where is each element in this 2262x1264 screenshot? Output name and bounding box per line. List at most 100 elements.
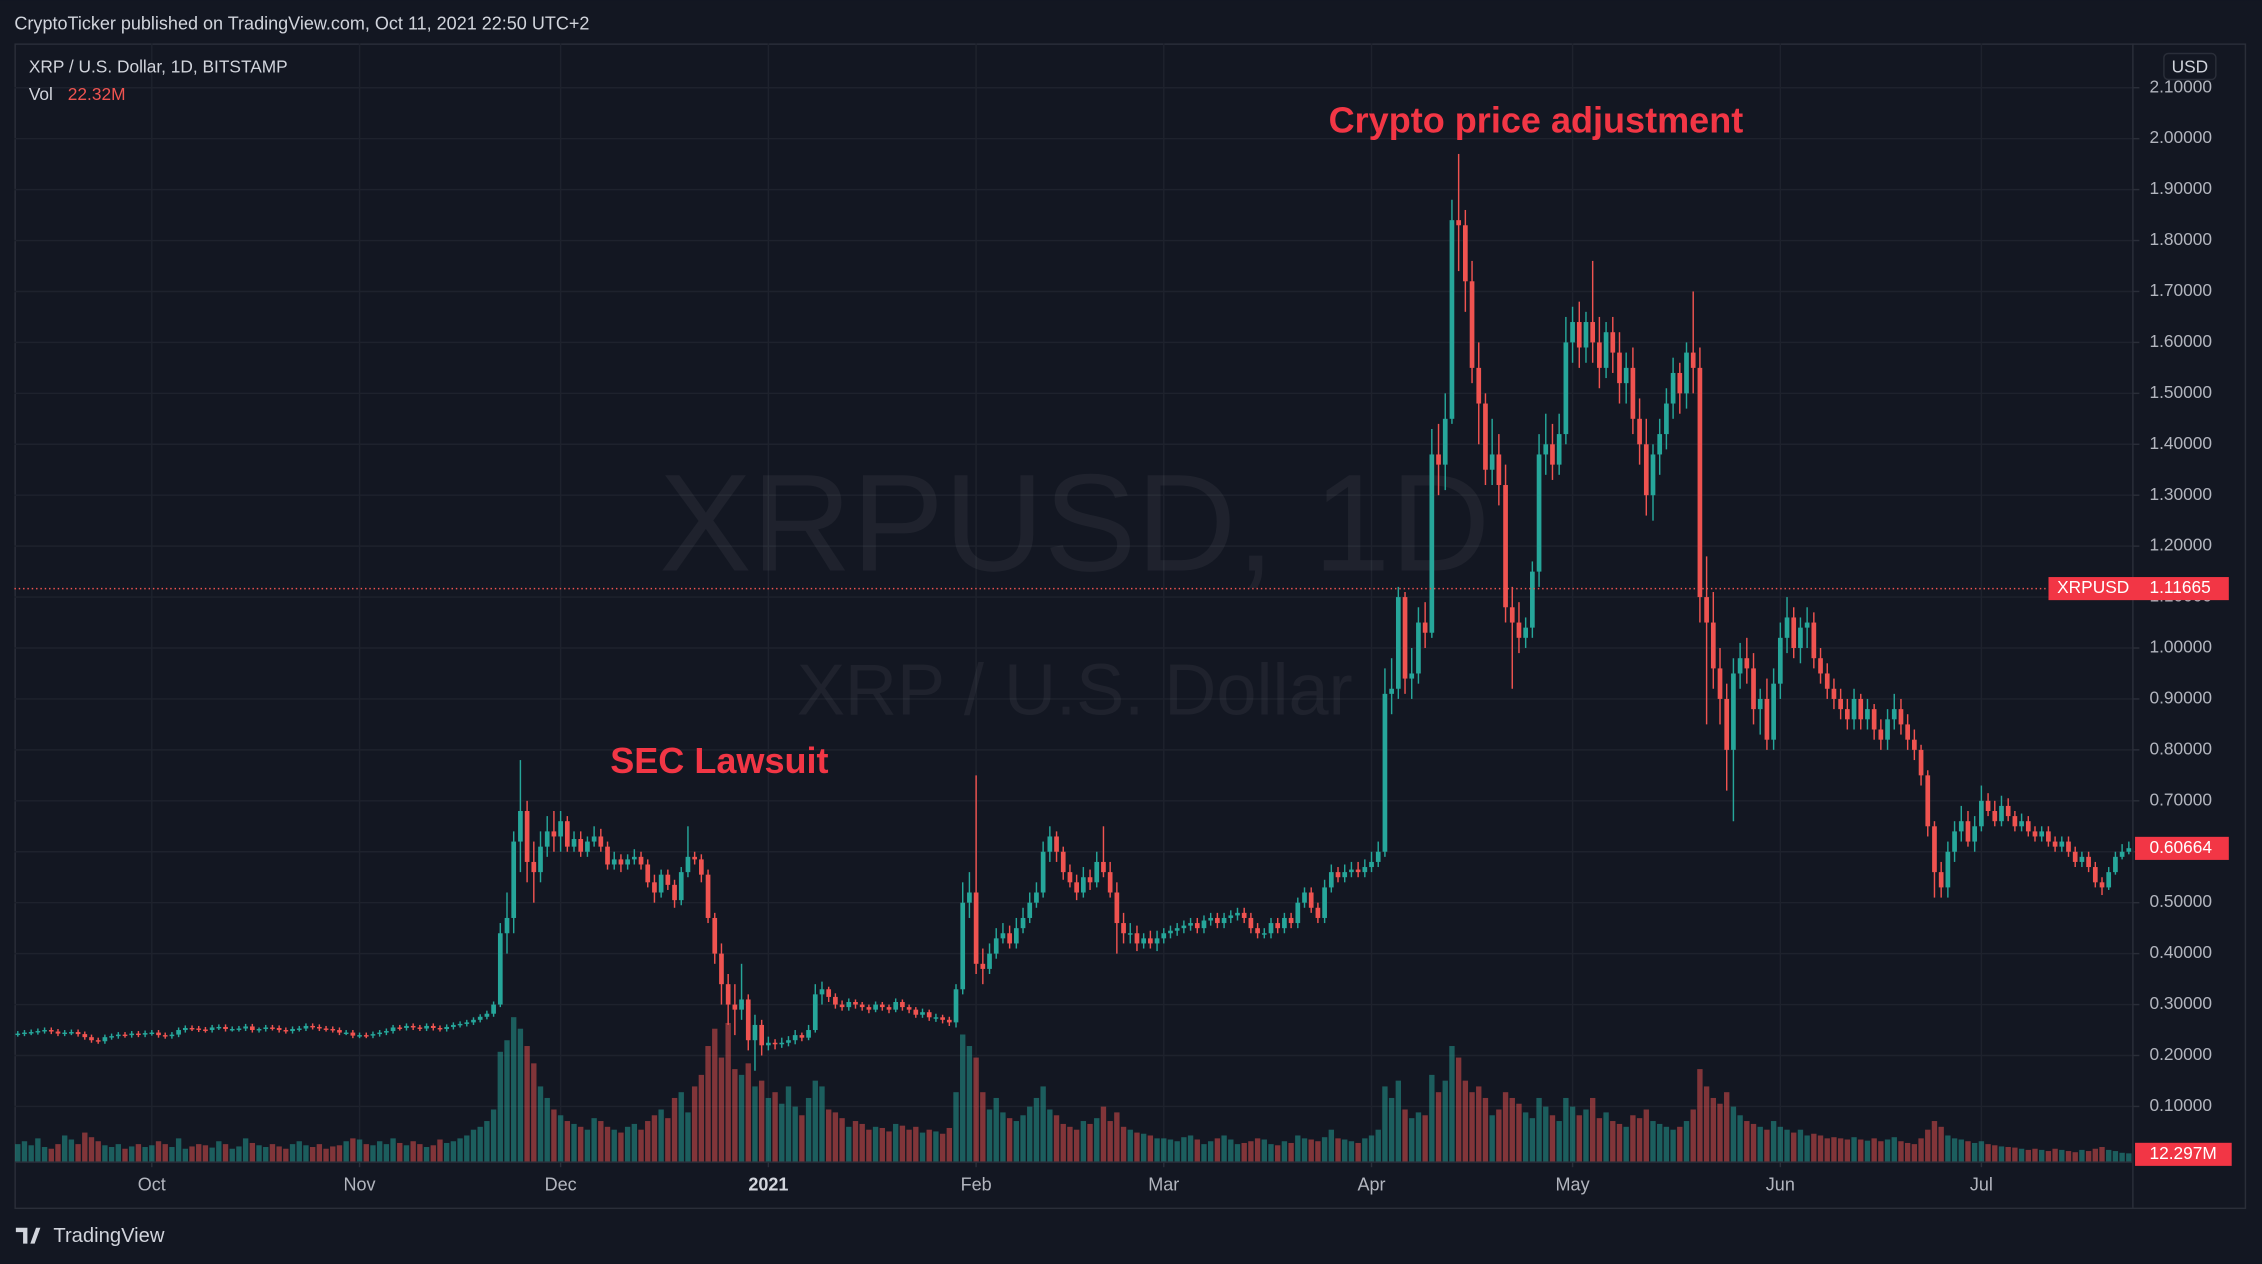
volume-bar: [2092, 1148, 2098, 1162]
axes: 0.100000.200000.300000.400000.500000.600…: [14, 76, 2232, 1195]
candle-body: [136, 1033, 141, 1036]
candle-body: [1623, 367, 1629, 384]
candle-body: [216, 1026, 222, 1029]
volume-bar: [1228, 1139, 1234, 1162]
candle-body: [390, 1027, 396, 1032]
volume-bar: [2012, 1147, 2018, 1162]
candle-body: [1027, 902, 1033, 918]
y-tick-label: 2.10000: [2149, 76, 2212, 96]
volume-bar: [691, 1086, 698, 1162]
volume-bar: [222, 1144, 229, 1162]
candle-body: [826, 989, 832, 997]
volume-last-label: 12.297M: [2149, 1143, 2216, 1163]
candle-body: [1228, 915, 1234, 918]
volume-bar: [624, 1126, 631, 1162]
candle-body: [1248, 917, 1254, 929]
candle-body: [1523, 627, 1529, 638]
candle-body: [1369, 861, 1374, 868]
volume-bar: [1127, 1129, 1133, 1162]
candle-body: [1771, 683, 1776, 740]
candle-body: [1194, 923, 1200, 929]
volume-bar: [1757, 1126, 1763, 1162]
volume-bar: [249, 1142, 256, 1162]
volume-bar: [1824, 1138, 1830, 1162]
candle-body: [1684, 352, 1689, 394]
candle-body: [1637, 418, 1642, 445]
chart-frame: [14, 43, 2247, 1210]
y-tick-label: 0.80000: [2149, 738, 2212, 758]
volume-bar: [1161, 1138, 1167, 1162]
candle-body: [933, 1017, 939, 1019]
candle-body: [1925, 775, 1931, 827]
volume-bar: [403, 1145, 410, 1162]
volume-bar: [1918, 1138, 1924, 1162]
candle-body: [1034, 892, 1039, 903]
candle-body: [1777, 637, 1783, 684]
volume-bar: [1750, 1123, 1757, 1162]
volume-bar: [490, 1109, 497, 1162]
candle-body: [1107, 872, 1113, 893]
y-tick-label: 1.30000: [2149, 484, 2212, 504]
candle-body: [1074, 882, 1079, 893]
candle-body: [1804, 622, 1810, 628]
volume-bar: [1569, 1106, 1576, 1162]
volume-bar: [1060, 1123, 1066, 1162]
candle-body: [1570, 322, 1575, 343]
candle-body: [1496, 454, 1502, 486]
candle-body: [1295, 902, 1301, 924]
candle-body: [1020, 917, 1026, 929]
candle-body: [1737, 658, 1743, 674]
volume-bar: [2052, 1148, 2058, 1162]
candle-body: [2126, 848, 2132, 852]
candle-body: [1677, 372, 1683, 394]
y-tick-label: 1.00000: [2149, 637, 2212, 657]
candle-body: [1851, 698, 1857, 720]
volume-bar: [1844, 1139, 1851, 1162]
candle-body: [1429, 454, 1435, 633]
candle-body: [1302, 892, 1307, 903]
volume-bar: [839, 1118, 845, 1162]
volume-bar: [1013, 1121, 1020, 1162]
candle-body: [853, 1002, 858, 1005]
candle-body: [1945, 851, 1951, 888]
volume-bar: [175, 1138, 182, 1162]
volume-bar: [1496, 1109, 1502, 1162]
candle-body: [310, 1025, 315, 1028]
volume-bar: [745, 1063, 751, 1162]
candle-body: [2066, 841, 2071, 852]
volume-bar: [1784, 1129, 1790, 1162]
volume-bar: [75, 1144, 81, 1162]
candle-body: [1476, 367, 1482, 404]
candle-body: [598, 836, 604, 847]
volume-bar: [410, 1141, 416, 1162]
candle-body: [1811, 622, 1817, 659]
volume-bar: [1067, 1126, 1073, 1162]
candle-body: [1469, 281, 1475, 368]
volume-bar: [1636, 1118, 1643, 1162]
volume-bar: [444, 1142, 450, 1162]
volume-bar: [115, 1144, 121, 1162]
candle-body: [1717, 668, 1723, 699]
volume-bar: [2126, 1153, 2132, 1162]
currency[interactable]: USD: [2172, 57, 2209, 77]
volume-bar: [122, 1148, 128, 1162]
candle-body: [1992, 811, 1998, 822]
candle-body: [1664, 403, 1669, 435]
volume-bar: [430, 1145, 436, 1162]
volume-bar: [1114, 1112, 1120, 1162]
candle-body: [719, 953, 724, 985]
candle-body: [1268, 923, 1274, 934]
currency-box[interactable]: [2163, 52, 2217, 81]
volume-bar: [1489, 1115, 1495, 1162]
volume-bar: [162, 1144, 168, 1162]
volume-bar: [2112, 1151, 2119, 1162]
volume-bar: [1120, 1126, 1127, 1162]
candle-body: [42, 1030, 47, 1032]
volume-bar: [1670, 1129, 1676, 1162]
y-tick-label: 0.40000: [2149, 942, 2212, 962]
candle-body: [410, 1025, 416, 1028]
candle-body: [833, 996, 838, 1005]
candle-body: [752, 1024, 758, 1041]
annotation: SEC Lawsuit: [610, 740, 828, 781]
